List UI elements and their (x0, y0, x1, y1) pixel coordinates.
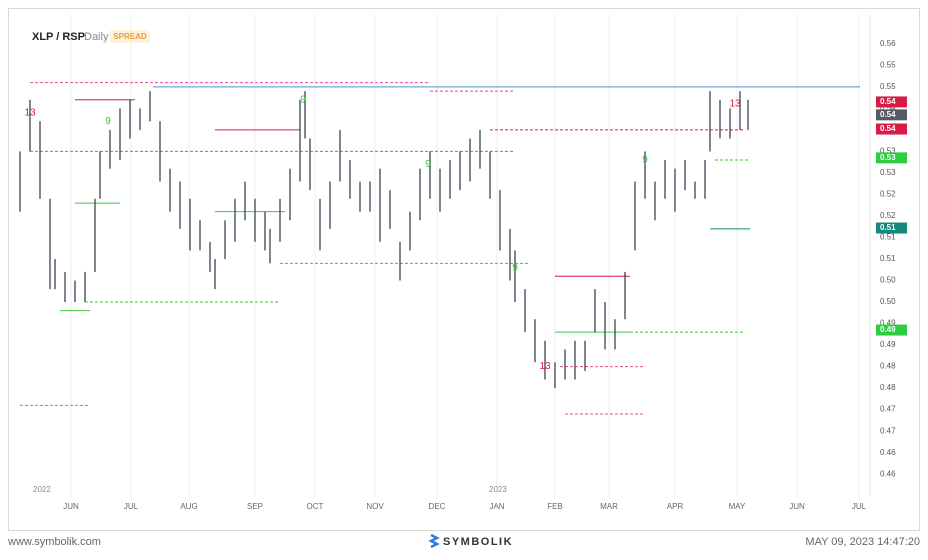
x-tick-label: SEP (247, 502, 263, 511)
y-tick-label: 0.54 (880, 103, 896, 112)
count-label: 13 (729, 99, 741, 110)
chart-title: XLP / RSP (32, 31, 85, 43)
price-badge (876, 152, 907, 164)
price-badge (876, 222, 907, 234)
x-tick-label: MAY (729, 502, 746, 511)
y-tick-label: 0.47 (880, 426, 896, 435)
price-badge (876, 324, 907, 336)
count-label: 13 (539, 361, 551, 372)
y-tick-label: 0.53 (880, 147, 896, 156)
chart-subtitle: Daily (84, 31, 109, 43)
y-tick-label: 0.55 (880, 60, 896, 69)
x-tick-label: JAN (489, 502, 504, 511)
x-tick-label: JUL (124, 502, 139, 511)
price-badge (876, 96, 907, 108)
frame (8, 8, 920, 531)
y-tick-label: 0.56 (880, 39, 896, 48)
y-tick-label: 0.49 (880, 319, 896, 328)
y-tick-label: 0.49 (880, 340, 896, 349)
y-tick-label: 0.46 (880, 448, 896, 457)
y-tick-label: 0.52 (880, 190, 896, 199)
price-badge (876, 123, 907, 135)
y-tick-label: 0.53 (880, 168, 896, 177)
price-badge-label: 0.54 (880, 124, 896, 133)
price-badge-label: 0.49 (880, 325, 896, 334)
x-tick-label: OCT (307, 502, 324, 511)
x-tick-label: NOV (366, 502, 384, 511)
year-label: 2023 (489, 485, 507, 494)
y-tick-label: 0.50 (880, 276, 896, 285)
brand: SYMBOLIK (443, 536, 513, 548)
price-badge (876, 109, 907, 121)
tag-bg (110, 30, 150, 43)
price-badge-label: 0.54 (880, 110, 896, 119)
x-tick-label: AUG (180, 502, 197, 511)
plot (19, 15, 860, 497)
y-tick-label: 0.50 (880, 297, 896, 306)
timestamp: MAY 09, 2023 14:47:20 (805, 536, 920, 548)
count-label: 9 (642, 155, 648, 166)
x-tick-label: JUN (789, 502, 805, 511)
count-label: 9 (512, 262, 518, 273)
tag: SPREAD (113, 32, 147, 41)
logo (428, 533, 440, 549)
price-badge-label: 0.53 (880, 153, 896, 162)
website: www.symbolik.com (7, 536, 101, 548)
y-tick-label: 0.48 (880, 383, 896, 392)
y-tick-label: 0.55 (880, 82, 896, 91)
y-tick-label: 0.51 (880, 254, 896, 263)
y-tick-label: 0.47 (880, 405, 896, 414)
count-label: 9 (105, 116, 111, 127)
y-tick-label: 0.51 (880, 233, 896, 242)
price-badge-label: 0.51 (880, 223, 896, 232)
count-label: 9 (300, 94, 306, 105)
year-label: 2022 (33, 485, 51, 494)
y-tick-label: 0.52 (880, 211, 896, 220)
x-tick-label: DEC (429, 502, 446, 511)
x-tick-label: MAR (600, 502, 618, 511)
x-tick-label: JUN (63, 502, 79, 511)
x-tick-label: JUL (852, 502, 867, 511)
count-label: 9 (425, 159, 431, 170)
y-tick-label: 0.46 (880, 469, 896, 478)
price-badge-label: 0.54 (880, 97, 896, 106)
y-tick-label: 0.48 (880, 362, 896, 371)
count-label: 13 (24, 107, 36, 118)
x-tick-label: APR (667, 502, 684, 511)
x-tick-label: FEB (547, 502, 563, 511)
